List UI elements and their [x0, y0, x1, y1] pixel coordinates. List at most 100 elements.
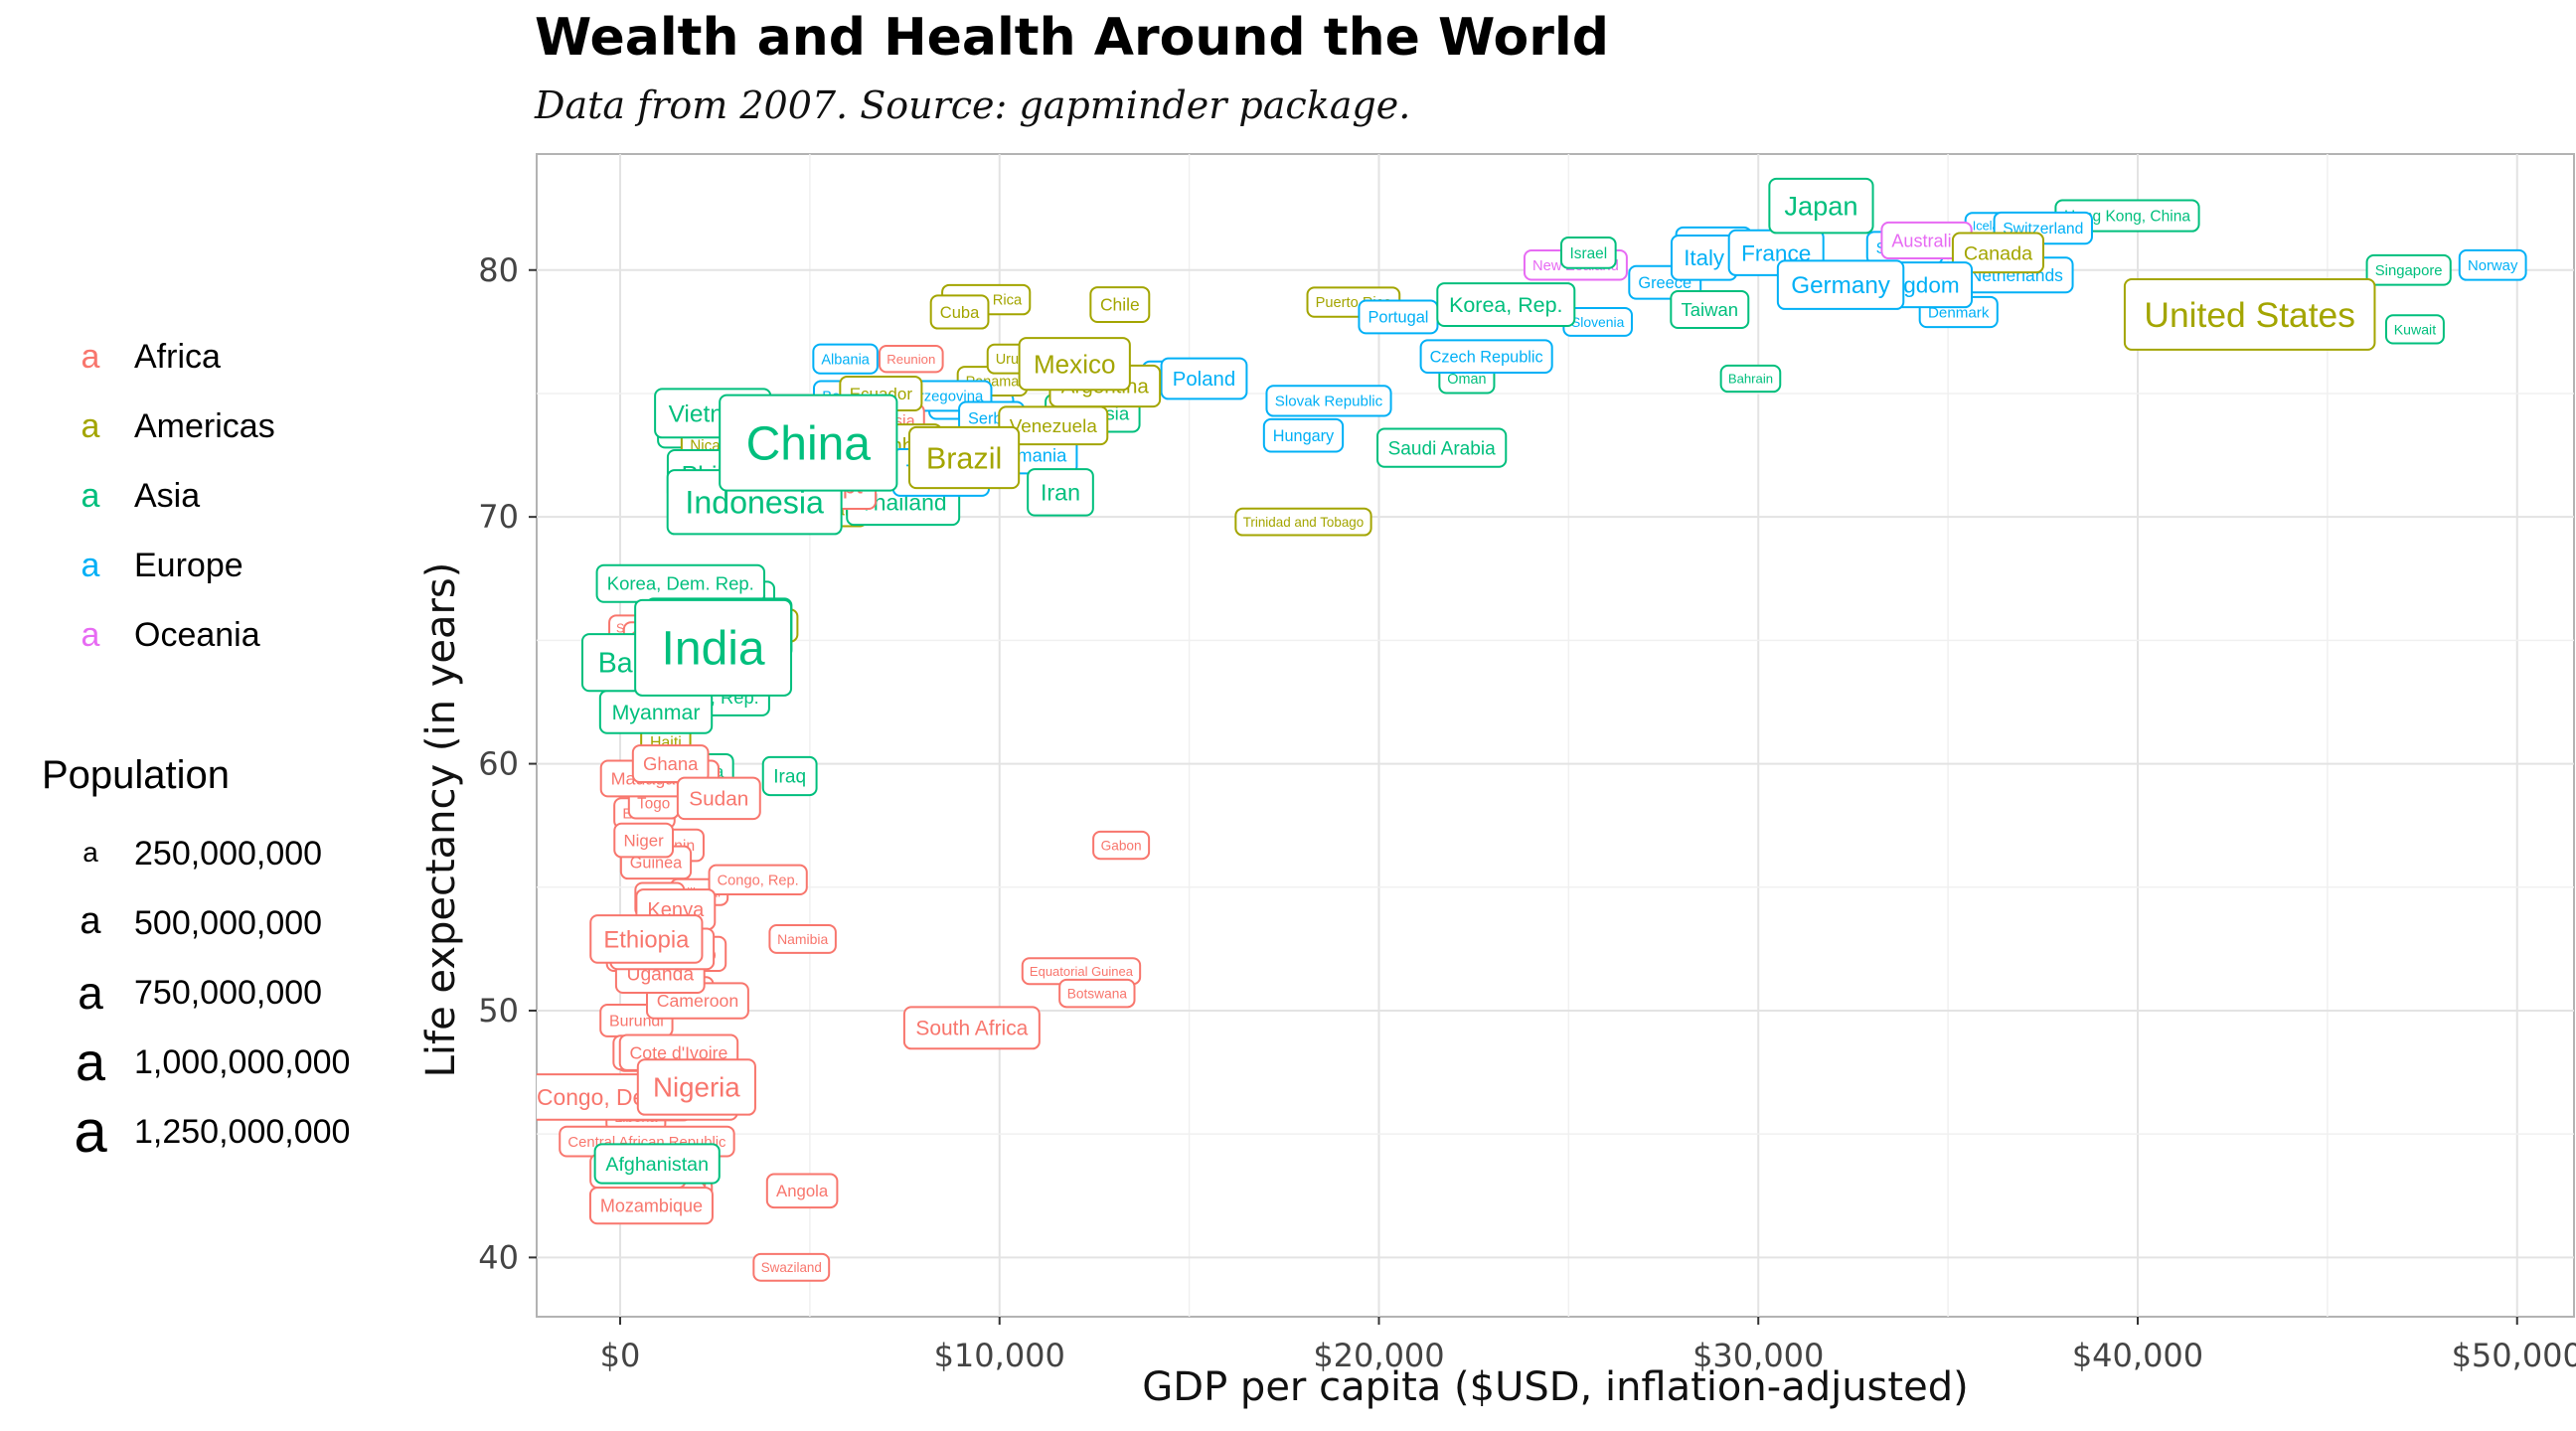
legend-label-pop-1250m: 1,250,000,000	[134, 1113, 351, 1151]
axis-ticks: $0 $10,000 $20,000 $30,000 $40,000 $50,000 40 5…	[478, 251, 2576, 1374]
data-labels: Sao Tome and PrincipeIcelandDjiboutiEqua…	[537, 177, 2527, 1282]
point-label-india: India	[634, 598, 793, 697]
point-label-box	[1234, 507, 1372, 537]
point-label-afghanistan: Afghanistan	[593, 1143, 721, 1185]
point-label-text: Afghanistan	[605, 1154, 709, 1176]
point-label-angola: Angola	[765, 1173, 839, 1209]
point-label-kuwait: Kuwait	[2384, 314, 2445, 345]
point-label-text: Germany	[1791, 272, 1891, 299]
point-label-text: Botswana	[1067, 986, 1128, 1001]
point-label-text: India	[662, 623, 765, 676]
point-label-gabon: Gabon	[1092, 830, 1151, 861]
point-label-text: Portugal	[1368, 309, 1428, 327]
point-label-text: Iraq	[773, 767, 806, 788]
point-label-niger: Niger	[613, 822, 675, 859]
point-label-text: Bahrain	[1728, 372, 1773, 387]
point-label-equatorial-guinea: Equatorial Guinea	[1021, 957, 1142, 986]
point-label-korea-rep: Korea, Rep.	[1436, 282, 1576, 327]
point-label-box	[1262, 417, 1345, 453]
x-tick-label: $10,000	[934, 1337, 1065, 1374]
legend-key-pop-750m: a	[78, 967, 103, 1019]
point-label-box	[1951, 232, 2045, 274]
point-label-text: Denmark	[1928, 304, 1990, 321]
x-tick-label: $40,000	[2072, 1337, 2203, 1374]
point-label-box	[878, 344, 944, 374]
point-label-botswana: Botswana	[1058, 978, 1136, 1009]
point-label-box	[902, 1006, 1041, 1050]
legend-label-africa: Africa	[134, 338, 221, 376]
y-tick-label: 40	[478, 1238, 519, 1276]
legend-key-africa: a	[80, 338, 100, 376]
point-label-israel: Israel	[1560, 236, 1617, 269]
point-label-box	[1265, 385, 1392, 417]
point-label-text: Venezuela	[1010, 416, 1098, 437]
point-label-text: Cote d'Ivoire	[630, 1042, 728, 1062]
point-label-ethiopia: Ethiopia	[589, 914, 704, 964]
point-label-text: Namibia	[777, 931, 828, 947]
point-label-box	[1092, 830, 1151, 861]
point-label-text: Gabon	[1101, 838, 1142, 853]
point-label-text: Cameroon	[657, 991, 738, 1011]
legend-key-americas: a	[80, 407, 100, 445]
point-label-text: South Africa	[915, 1018, 1028, 1040]
point-label-namibia: Namibia	[768, 923, 837, 954]
point-label-text: United States	[2144, 295, 2355, 335]
point-label-brazil: Brazil	[907, 425, 1021, 490]
point-label-bahrain: Bahrain	[1719, 364, 1782, 394]
point-label-box	[1419, 339, 1553, 375]
point-label-hungary: Hungary	[1262, 417, 1345, 453]
point-label-box	[1670, 289, 1750, 329]
point-label-chile: Chile	[1089, 286, 1151, 323]
point-label-norway: Norway	[2458, 248, 2527, 281]
y-tick-label: 50	[478, 992, 519, 1030]
x-tick-label: $0	[600, 1337, 641, 1374]
point-label-box	[1018, 337, 1131, 392]
point-label-iran: Iran	[1027, 468, 1094, 517]
point-label-box	[636, 1058, 756, 1116]
point-label-text: Angola	[776, 1182, 829, 1200]
point-label-box	[929, 294, 990, 330]
point-label-text: Korea, Rep.	[1449, 293, 1562, 317]
x-tick-label: $20,000	[1313, 1337, 1444, 1374]
point-label-congo-rep: Congo, Rep.	[708, 864, 808, 895]
legend-key-pop-1250m: a	[74, 1098, 107, 1165]
point-label-swaziland: Swaziland	[752, 1252, 831, 1282]
legend-label-pop-500m: 500,000,000	[134, 904, 323, 942]
point-label-box	[593, 1143, 721, 1185]
point-label-china: China	[719, 394, 898, 492]
point-label-cuba: Cuba	[929, 294, 990, 330]
legend-key-oceania: a	[80, 616, 100, 654]
point-label-box	[1160, 357, 1248, 400]
point-label-text: Oman	[1447, 372, 1486, 388]
point-label-poland: Poland	[1160, 357, 1248, 400]
point-label-text: Mexico	[1034, 349, 1116, 379]
point-label-germany: Germany	[1776, 259, 1905, 310]
point-label-text: Myanmar	[612, 701, 701, 724]
point-label-trinidad-and-tobago: Trinidad and Tobago	[1234, 507, 1372, 537]
point-label-text: China	[746, 417, 872, 470]
y-tick-label: 80	[478, 251, 519, 289]
point-label-taiwan: Taiwan	[1670, 289, 1750, 329]
point-label-box	[761, 755, 818, 797]
point-label-box	[1436, 282, 1576, 327]
point-label-box	[1027, 468, 1094, 517]
point-label-text: Czech Republic	[1430, 348, 1543, 366]
point-label-text: Norway	[2468, 258, 2518, 274]
point-label-text: Albania	[821, 352, 870, 368]
point-label-text: Guinea	[630, 855, 683, 873]
point-label-text: Congo, Rep.	[718, 873, 799, 888]
legend-key-pop-500m: a	[80, 900, 101, 942]
point-label-slovenia: Slovenia	[1562, 307, 1633, 337]
point-label-box	[1089, 286, 1151, 323]
point-label-box	[1719, 364, 1782, 394]
point-label-saudi-arabia: Saudi Arabia	[1376, 427, 1508, 468]
point-label-text: Israel	[1569, 245, 1607, 262]
point-label-box	[998, 405, 1109, 446]
point-label-czech-republic: Czech Republic	[1419, 339, 1553, 375]
point-label-text: Italy	[1684, 245, 1725, 270]
legend-key-asia: a	[80, 477, 100, 515]
point-label-text: Slovak Republic	[1275, 394, 1383, 410]
point-label-myanmar: Myanmar	[598, 690, 714, 734]
